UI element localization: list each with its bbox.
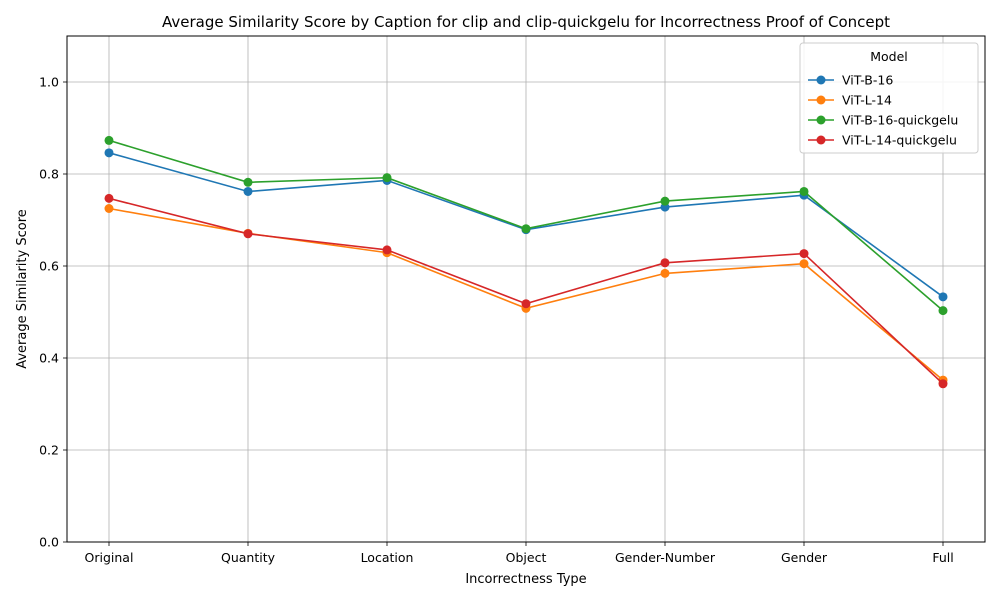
data-point	[104, 204, 114, 213]
x-tick-label: Gender-Number	[615, 550, 716, 565]
legend-swatch-marker	[816, 115, 826, 125]
y-tick-label: 0.2	[39, 443, 59, 458]
legend-label: ViT-L-14-quickgelu	[842, 133, 957, 148]
data-point	[799, 259, 809, 269]
data-point	[660, 268, 670, 278]
legend-item: ViT-L-14	[808, 93, 892, 108]
legend-swatch-marker	[816, 135, 826, 145]
legend-label: ViT-L-14	[842, 93, 892, 108]
data-point	[104, 135, 114, 145]
y-tick-label: 1.0	[39, 75, 59, 90]
x-tick-label: Object	[506, 550, 547, 565]
legend-item: ViT-B-16-quickgelu	[808, 113, 958, 128]
legend-item: ViT-B-16	[808, 73, 893, 88]
legend-item: ViT-L-14-quickgelu	[808, 133, 957, 148]
data-point	[938, 379, 948, 389]
y-tick-label: 0.4	[39, 351, 59, 366]
legend-title: Model	[870, 49, 908, 64]
legend-swatch-marker	[816, 95, 826, 105]
y-tick-label: 0.0	[39, 535, 59, 550]
x-tick-label: Gender	[781, 550, 828, 565]
data-point	[521, 299, 531, 309]
data-point	[660, 196, 670, 206]
y-tick-label: 0.6	[39, 259, 59, 274]
legend-label: ViT-B-16	[842, 73, 893, 88]
data-point	[938, 292, 948, 302]
y-tick-label: 0.8	[39, 167, 59, 182]
data-point	[382, 173, 392, 183]
data-point	[104, 148, 114, 158]
x-tick-label: Quantity	[221, 550, 276, 565]
data-point	[938, 306, 948, 316]
data-point	[660, 258, 670, 268]
data-point	[243, 186, 253, 196]
x-tick-label: Original	[85, 550, 134, 565]
data-point	[104, 193, 114, 203]
series-group	[104, 135, 948, 389]
x-axis-ticks: Original Quantity Location Object Gender-Num…	[85, 542, 954, 565]
legend-label: ViT-B-16-quickgelu	[842, 113, 958, 128]
x-tick-label: Full	[932, 550, 953, 565]
y-axis-label: Average Similarity Score	[15, 209, 30, 369]
legend-box	[799, 42, 979, 154]
series	[104, 135, 948, 316]
series	[104, 193, 948, 389]
x-axis-label: Incorrectness Type	[465, 572, 586, 587]
legend-swatch-marker	[816, 75, 826, 85]
data-point	[799, 249, 809, 259]
data-point	[799, 186, 809, 196]
legend: Model ViT-B-16 ViT-L-14 ViT-B-16-quickgelu…	[799, 42, 979, 154]
x-tick-label: Location	[361, 550, 414, 565]
data-point	[521, 224, 531, 234]
data-point	[382, 245, 392, 255]
chart-title: Average Similarity Score by Caption for …	[162, 13, 890, 31]
data-point	[243, 177, 253, 187]
y-axis-ticks: 0.0 0.2 0.4 0.6 0.8 1.0	[39, 75, 67, 550]
data-point	[243, 229, 253, 239]
